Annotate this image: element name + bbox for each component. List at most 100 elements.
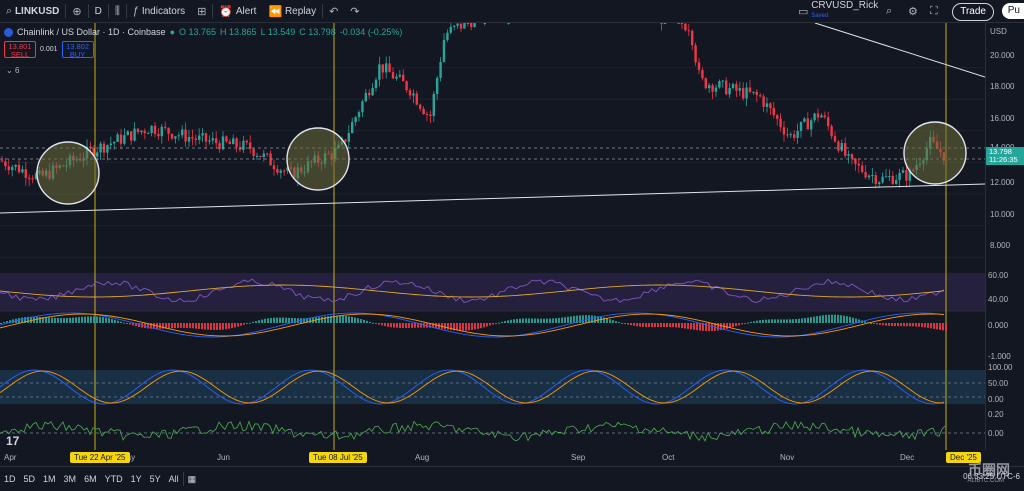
candle-body — [847, 154, 850, 156]
macd-bar — [105, 317, 107, 323]
candle-body — [208, 140, 211, 142]
candle-body — [833, 136, 837, 142]
candle-body — [405, 81, 408, 91]
compare-button[interactable]: ⊕ — [66, 0, 87, 22]
quick-search-button[interactable]: ⌕ — [880, 0, 898, 22]
candle-body — [194, 138, 197, 140]
oscillator-line — [0, 420, 946, 442]
undo-button[interactable]: ↶ — [323, 0, 344, 22]
macd-bar — [132, 323, 134, 326]
layout-menu[interactable]: ▭ CRVUSD_Rick Saved — [792, 0, 884, 22]
macd-bar — [153, 323, 155, 329]
macd-bar — [258, 320, 260, 323]
candle-body — [813, 113, 816, 121]
macd-bar — [543, 318, 545, 323]
macd-bar — [930, 323, 932, 329]
fullscreen-button[interactable]: ⛶ — [924, 0, 944, 22]
timeframe-3m[interactable]: 3M — [63, 474, 77, 484]
macd-bar — [378, 323, 380, 325]
time-axis[interactable]: Apr May Jun Aug Sep Oct Nov Dec Tue 22 A… — [0, 450, 985, 466]
macd-bar — [390, 323, 392, 328]
chevron-down-icon: ⌄ — [6, 66, 13, 75]
macd-bar — [804, 318, 806, 323]
interval-button[interactable]: D — [89, 0, 108, 22]
macd-bar — [492, 323, 494, 325]
sell-button[interactable]: 13.801 SELL — [4, 41, 36, 59]
macd-bar — [813, 316, 815, 323]
candle-body — [351, 122, 354, 133]
templates-button[interactable]: ⊞ — [191, 0, 212, 22]
candle-body — [419, 104, 422, 109]
macd-bar — [285, 317, 287, 323]
candle-body — [793, 134, 796, 138]
timeframe-1y[interactable]: 1Y — [130, 474, 142, 484]
macd-bar — [399, 323, 401, 328]
publish-button[interactable]: Pu — [1001, 3, 1024, 19]
candle-body — [198, 135, 201, 140]
candle-body — [881, 176, 884, 183]
candle-body — [181, 129, 184, 136]
candle-body — [395, 76, 398, 79]
replay-icon: ⏪ — [268, 5, 283, 18]
symbol-search[interactable]: ⌕ LINKUSD — [0, 0, 65, 22]
macd-bar — [171, 323, 173, 329]
timeframe-1m[interactable]: 1M — [43, 474, 56, 484]
candle-body — [759, 95, 762, 97]
replay-button[interactable]: ⏪ Replay — [262, 0, 322, 22]
chart-type-button[interactable]: ⫼ — [109, 0, 126, 22]
chart-canvas[interactable] — [0, 23, 985, 450]
macd-bar — [783, 319, 785, 323]
price-tick: 16.000 — [990, 114, 1015, 123]
layout-name: CRVUSD_Rick — [811, 0, 879, 11]
indicators-button[interactable]: ƒ Indicators — [127, 0, 191, 22]
macd-bar — [687, 323, 689, 329]
price-tick: 10.000 — [990, 210, 1015, 219]
candle-body — [368, 92, 371, 96]
macd-bar — [867, 322, 869, 324]
replay-label: Replay — [284, 5, 317, 17]
indicators-toggle[interactable]: ⌄ 6 — [6, 66, 19, 75]
candle-body — [765, 103, 769, 107]
macd-bar — [429, 323, 431, 328]
candle-body — [684, 23, 687, 31]
timeframe-5d[interactable]: 5D — [23, 474, 36, 484]
candle-body — [21, 169, 24, 173]
timeframe-1d[interactable]: 1D — [4, 474, 16, 484]
macd-bar — [66, 317, 68, 323]
macd-bar — [204, 323, 206, 330]
candle-body — [187, 136, 191, 142]
macd-bar — [483, 323, 485, 328]
macd-bar — [849, 316, 851, 323]
candle-body — [905, 170, 908, 181]
redo-button[interactable]: ↷ — [344, 0, 365, 22]
gear-icon: ⚙ — [908, 5, 918, 18]
date-range-button[interactable]: ▦ — [184, 474, 201, 485]
macd-bar — [468, 323, 470, 331]
macd-bar — [705, 323, 707, 332]
timeframe-all[interactable]: All — [168, 474, 179, 484]
timeframe-ytd[interactable]: YTD — [104, 474, 123, 484]
settings-button[interactable]: ⚙ — [902, 0, 924, 22]
divider — [212, 4, 214, 18]
countdown: 11:26:35 — [989, 155, 1018, 164]
clock[interactable]: 06:33:25 UTC-6 — [963, 472, 1020, 481]
candle-body — [344, 139, 347, 142]
macd-bar — [129, 323, 131, 325]
timeframe-5y[interactable]: 5Y — [149, 474, 161, 484]
macd-bar — [219, 323, 221, 330]
symbol-label: LINKUSD — [14, 5, 60, 17]
highlight-circle — [903, 121, 967, 185]
candle-body — [116, 134, 119, 142]
undo-icon: ↶ — [329, 5, 339, 18]
alert-button[interactable]: ⏰ Alert — [213, 0, 262, 22]
legend-dot-icon: ● — [169, 27, 175, 37]
alert-label: Alert — [235, 5, 257, 17]
currency-label[interactable]: USD — [990, 27, 1007, 36]
timeframe-6m[interactable]: 6M — [84, 474, 97, 484]
candle-body — [463, 23, 466, 29]
buy-button[interactable]: 13.802 BUY — [61, 41, 94, 59]
price-axis[interactable]: USD 20.000 18.000 16.000 14.000 12.000 1… — [985, 23, 1024, 450]
macd-bar — [660, 323, 662, 328]
candle-body — [170, 133, 174, 139]
trade-button[interactable]: Trade — [952, 3, 994, 21]
